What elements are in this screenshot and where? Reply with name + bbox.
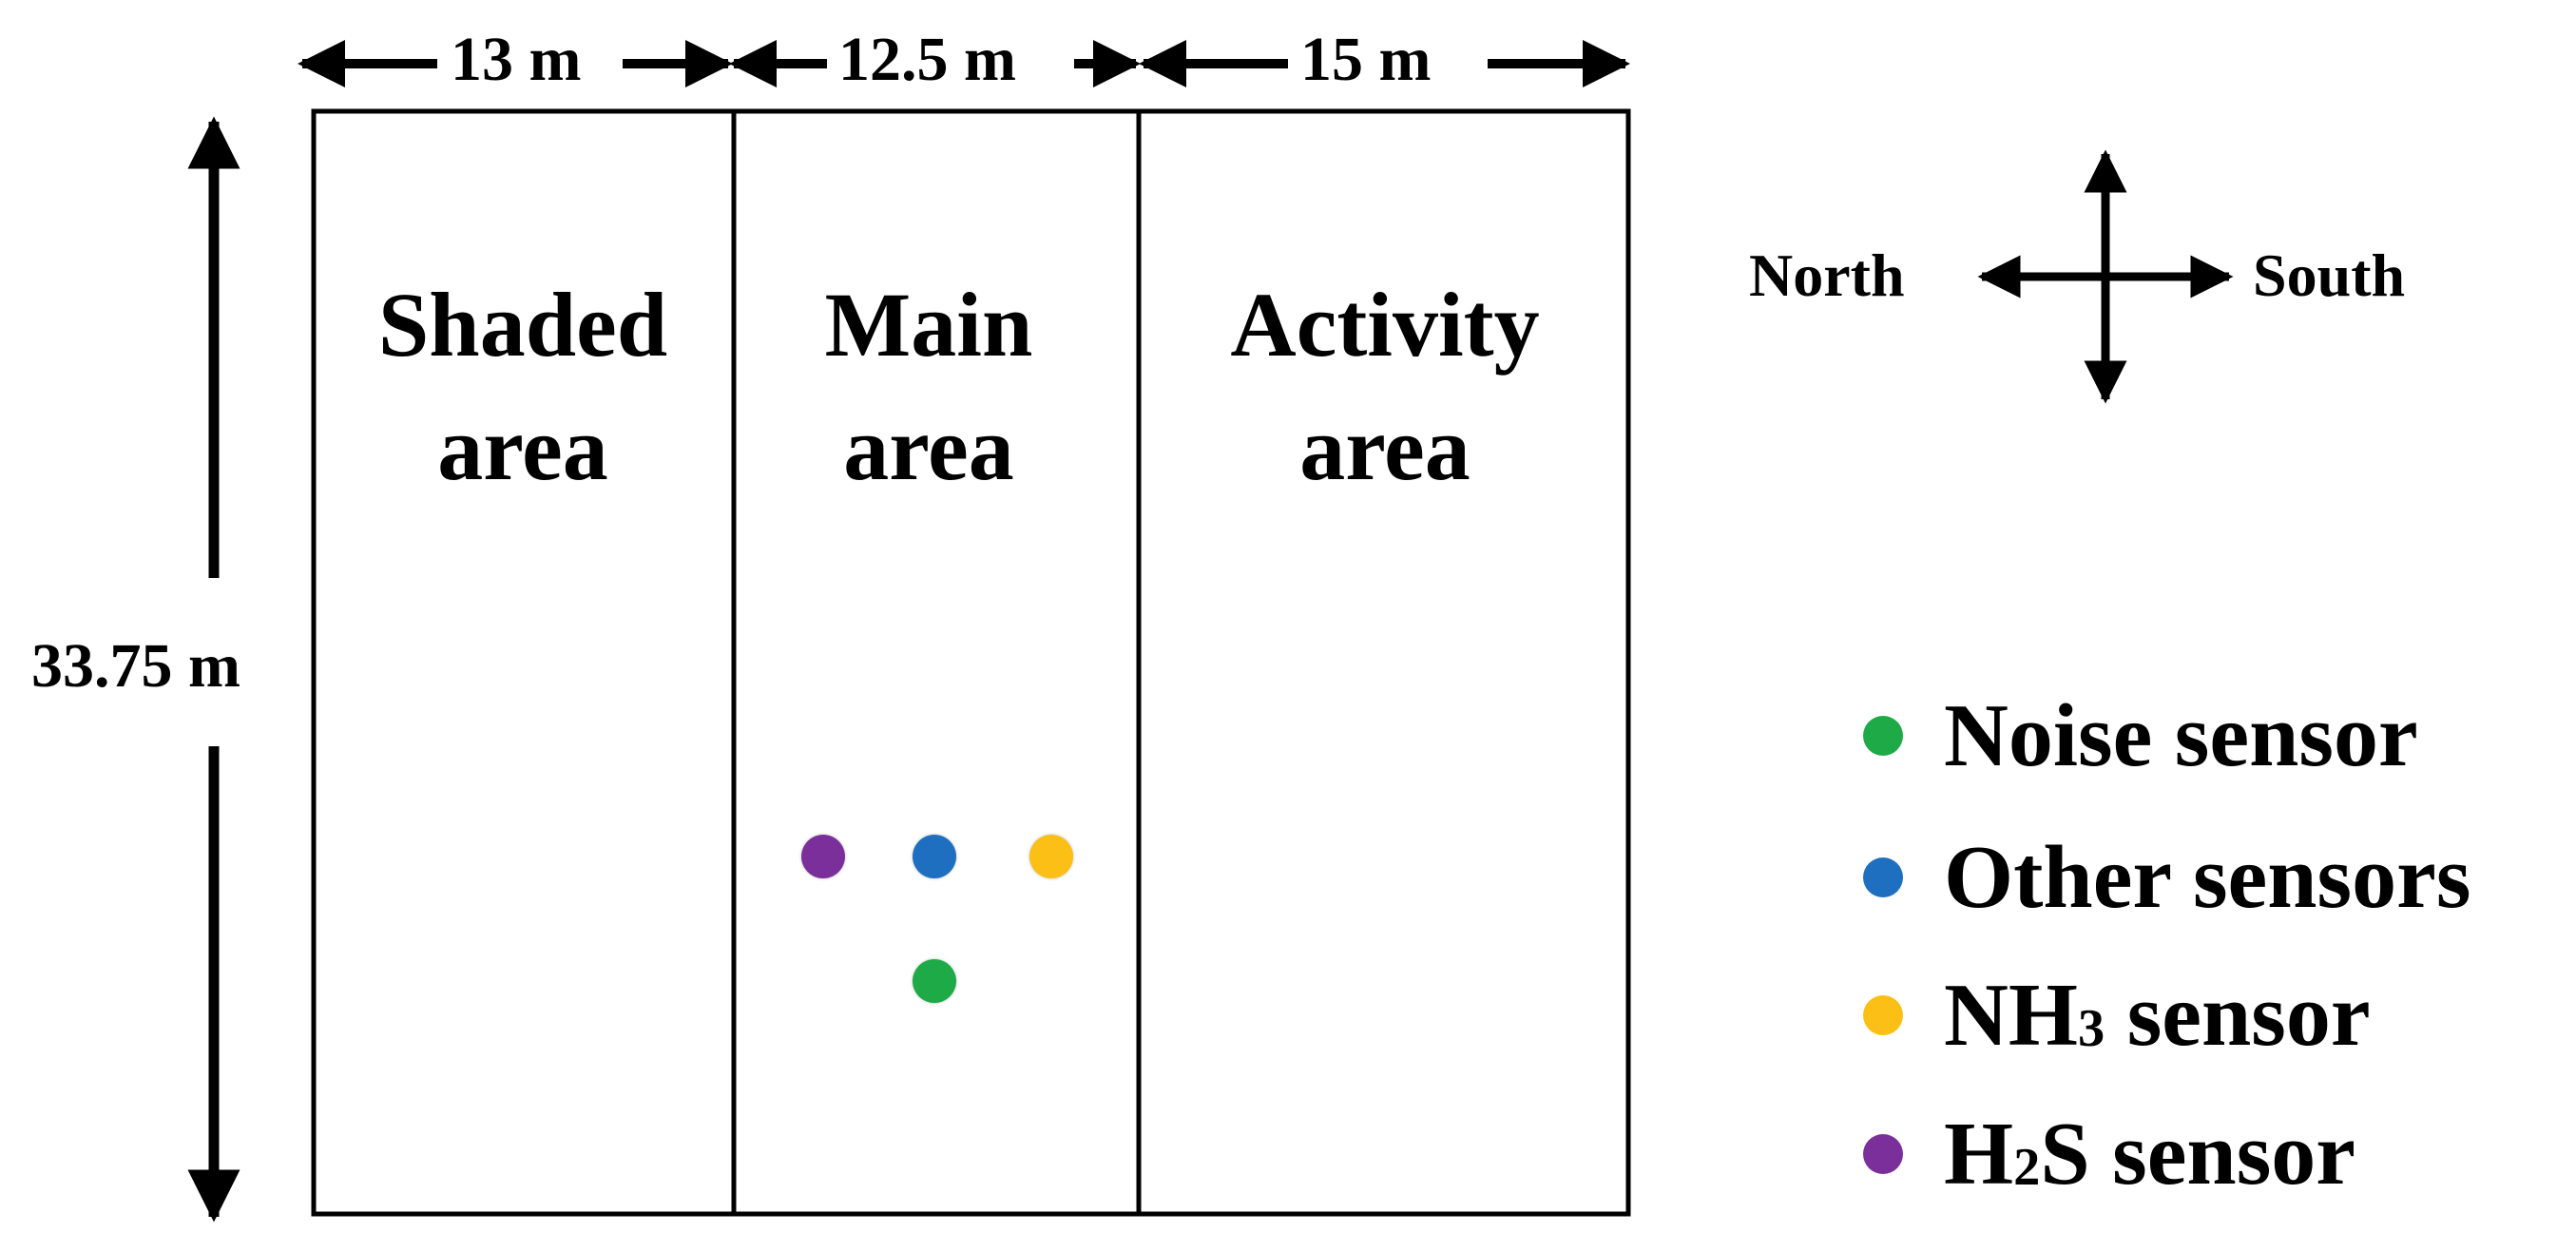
area-label-shaded-line1: Shaded: [377, 274, 668, 376]
sensor-h2s-dot: [801, 835, 845, 878]
area-label-shaded-line2: area: [437, 396, 608, 499]
dim-label-13m: 13 m: [443, 29, 589, 91]
area-label-activity-line2: area: [1299, 396, 1471, 499]
dim-label-12-5m: 12.5 m: [831, 29, 1024, 91]
legend-item-h2s: H2S sensor: [1863, 1109, 2355, 1199]
area-label-main-line2: area: [843, 396, 1014, 499]
area-label-shaded: Shaded area: [314, 263, 732, 510]
legend-dot-nh3: [1863, 995, 1903, 1035]
legend-label-noise: Noise sensor: [1944, 686, 2418, 785]
legend-label-other: Other sensors: [1944, 828, 2471, 927]
legend-dot-noise: [1863, 716, 1903, 756]
legend-item-nh3: NH3 sensor: [1863, 971, 2371, 1060]
legend-dot-h2s: [1863, 1134, 1903, 1174]
sensor-noise-dot: [913, 959, 956, 1003]
sensor-other-dot: [913, 835, 956, 878]
area-label-main-line1: Main: [824, 274, 1033, 376]
area-label-activity: Activity area: [1176, 263, 1594, 510]
legend-dot-other: [1863, 857, 1903, 897]
enclosure-outline: [311, 108, 1631, 1217]
legend-label-h2s: H2S sensor: [1944, 1105, 2355, 1204]
compass-label-south: South: [2253, 241, 2406, 309]
area-label-main: Main area: [720, 263, 1138, 510]
sensor-nh3-dot: [1029, 835, 1073, 878]
legend-item-other: Other sensors: [1863, 833, 2470, 922]
area-label-activity-line1: Activity: [1230, 274, 1540, 376]
dim-label-33-75m: 33.75 m: [24, 635, 248, 698]
legend-label-nh3: NH3 sensor: [1944, 966, 2371, 1065]
compass-label-north: North: [1749, 241, 1905, 309]
dim-label-15m: 15 m: [1293, 29, 1439, 91]
legend-item-noise: Noise sensor: [1863, 691, 2418, 780]
